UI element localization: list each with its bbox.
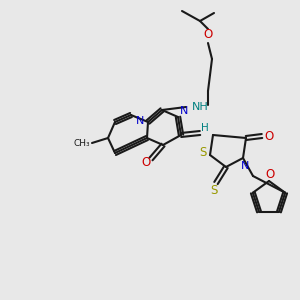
Text: O: O: [203, 28, 213, 41]
Text: N: N: [136, 116, 144, 126]
Text: O: O: [141, 157, 151, 169]
Text: NH: NH: [192, 102, 208, 112]
Text: CH₃: CH₃: [74, 139, 90, 148]
Text: S: S: [210, 184, 218, 197]
Text: O: O: [266, 169, 274, 182]
Text: S: S: [199, 146, 207, 160]
Text: N: N: [241, 161, 249, 171]
Text: O: O: [264, 130, 274, 142]
Text: H: H: [201, 123, 209, 133]
Text: N: N: [180, 106, 188, 116]
